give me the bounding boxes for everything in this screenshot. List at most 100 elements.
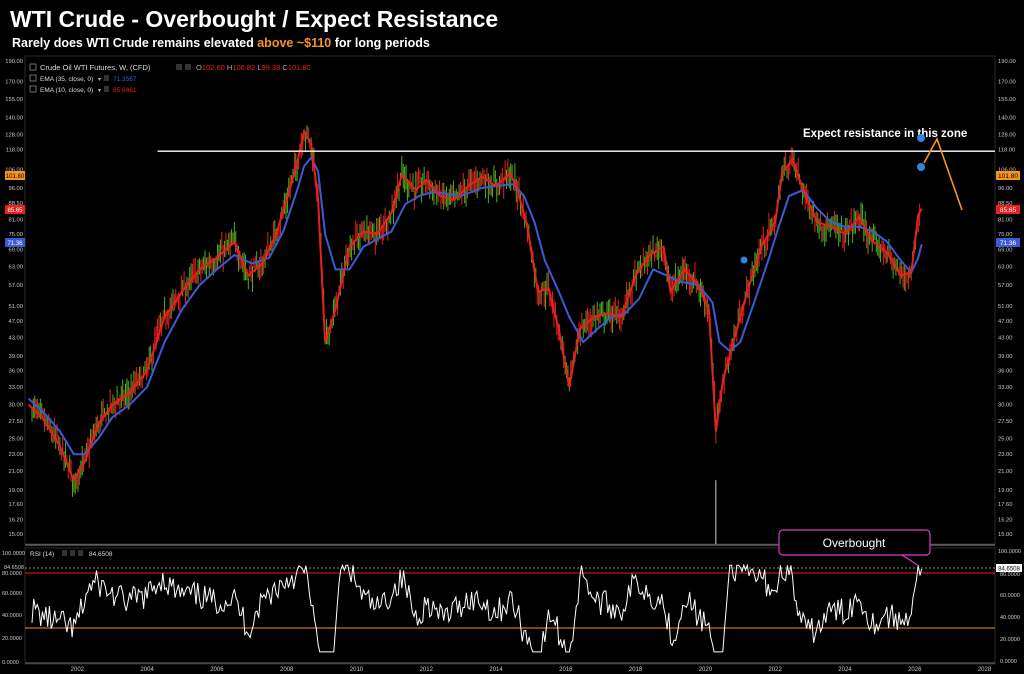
- y-tick-label: 15.00: [998, 532, 1013, 538]
- y-tick-label: 23.00: [998, 452, 1013, 458]
- y-tick-label: 51.00: [8, 304, 23, 310]
- y-tick-label: 75.00: [998, 232, 1013, 238]
- price-panel-border: [24, 55, 996, 545]
- resistance-arrow: [923, 137, 963, 211]
- rsi-tick-left-80: 80.0000: [2, 571, 22, 577]
- ohlc-value: 101.80: [288, 63, 311, 72]
- rsi-tick-right-100: 100.0000: [998, 549, 1021, 555]
- ema35-line: [27, 155, 923, 456]
- ema10-settings-button[interactable]: [104, 86, 109, 92]
- ema35-legend-label: EMA (35, close, 0): [40, 76, 93, 83]
- y-tick-label: 39.00: [8, 354, 23, 360]
- y-tick-label: 96.00: [8, 186, 23, 192]
- subtitle-tail: for long periods: [331, 36, 430, 50]
- y-tick-label: 23.00: [8, 452, 23, 458]
- y-tick-label: 21.00: [998, 469, 1013, 475]
- rsi-tick-left-20: 20.0000: [2, 636, 22, 642]
- y-tick-label: 19.00: [998, 488, 1013, 494]
- subtitle-text: Rarely does WTI Crude remains elevated: [12, 36, 258, 50]
- y-tick-label: 25.00: [8, 437, 23, 443]
- y-tick-label: 57.00: [8, 283, 23, 289]
- x-tick-label: 2012: [420, 667, 434, 673]
- resistance-annotation: Expect resistance in this zone: [803, 128, 967, 140]
- rsi-line: [31, 563, 923, 653]
- y-tick-label: 33.00: [998, 385, 1013, 391]
- y-tick-label: 63.00: [998, 264, 1013, 270]
- x-tick-label: 2016: [559, 667, 573, 673]
- legend-collapse-icon[interactable]: [29, 63, 37, 71]
- y-tick-label: 155.00: [5, 97, 23, 103]
- legend-button-1[interactable]: [176, 64, 182, 70]
- rsi-tick-left-0: 0.0000: [2, 660, 19, 666]
- ema10-badge: [996, 205, 1020, 214]
- ema10-legend-value: 85.6461: [113, 87, 137, 94]
- y-tick-label: 16.20: [998, 517, 1013, 523]
- ema35-badge-left: [5, 238, 25, 247]
- y-axis-right: 190.00 170.00 155.00 140.00 128.00 118.00 106.…: [998, 59, 1016, 538]
- y-tick-label: 69.00: [8, 248, 23, 254]
- y-tick-label: 30.00: [8, 403, 23, 409]
- y-tick-label: 39.00: [998, 354, 1013, 360]
- ohlc-key: L: [257, 63, 261, 72]
- rsi-legend-value: 84.6508: [89, 551, 113, 558]
- ohlc-value: 102.60: [202, 63, 227, 72]
- y-tick-label: 43.00: [8, 336, 23, 342]
- y-tick-label: 155.00: [998, 97, 1016, 103]
- rsi-tick-right-0: 0.0000: [1000, 659, 1017, 665]
- x-tick-label: 2024: [838, 667, 852, 673]
- rsi-last-badge-text: 84.6508: [998, 567, 1020, 573]
- y-tick-label: 128.00: [998, 132, 1016, 138]
- y-tick-label: 30.00: [998, 403, 1013, 409]
- overbought-pointer: [901, 554, 920, 567]
- y-tick-label: 63.00: [8, 264, 23, 270]
- ema35-visibility-icon[interactable]: [29, 74, 37, 82]
- y-tick-label: 81.00: [8, 218, 23, 224]
- rsi-tick-right-80: 80.0000: [1000, 572, 1020, 578]
- rsi-tick-right-60: 60.0000: [1000, 593, 1020, 599]
- rsi-panel: RSI (14) 84.6508 100.0000 84.6508 80.000…: [2, 549, 1022, 666]
- x-tick-label: 2022: [769, 667, 783, 673]
- ohlc-key: C: [282, 63, 288, 72]
- y-tick-label: 47.00: [998, 319, 1013, 325]
- y-tick-label: 17.60: [998, 502, 1013, 508]
- y-tick-label: 88.50: [8, 201, 23, 207]
- legend-button-2[interactable]: [185, 64, 191, 70]
- ema35-badge-left-text: 71.36: [7, 241, 23, 247]
- y-tick-label: 118.00: [6, 148, 23, 154]
- y-tick-label: 33.00: [8, 385, 23, 391]
- ema10-menu-icon[interactable]: ▾: [98, 87, 101, 94]
- rsi-button-2[interactable]: [70, 550, 75, 556]
- ohlc-key: H: [227, 63, 232, 72]
- rsi-legend-label: RSI (14): [30, 551, 54, 558]
- last-price-badge-text: 101.80: [998, 173, 1018, 180]
- y-tick-label: 15.00: [8, 532, 23, 538]
- signal-marker-3: [740, 256, 748, 264]
- signal-marker-1: [917, 134, 925, 142]
- y-tick-label: 36.00: [998, 369, 1013, 375]
- x-tick-label: 2028: [978, 667, 992, 673]
- rsi-last-badge: [996, 564, 1022, 572]
- last-price-badge: [996, 171, 1020, 180]
- y-tick-label: 75.00: [8, 232, 23, 238]
- y-tick-label: 140.00: [998, 116, 1016, 122]
- rsi-button-3[interactable]: [78, 550, 83, 556]
- x-tick-label: 2004: [140, 667, 154, 673]
- rsi-button-1[interactable]: [62, 550, 67, 556]
- rsi-tick-right-20: 20.0000: [1000, 637, 1020, 643]
- x-axis: 2002 2004 2006 2008 2010 2012 2014 2016 2018 2020…: [71, 667, 992, 673]
- x-tick-label: 2010: [350, 667, 364, 673]
- y-tick-label: 51.00: [998, 304, 1013, 310]
- chart-legend: Crude Oil WTI Futures, W, (CFD) O102.60 …: [29, 63, 311, 94]
- y-tick-label: 128.00: [5, 132, 23, 138]
- rsi-tick-left-last: 84.6508: [4, 565, 24, 571]
- ema10-visibility-icon[interactable]: [29, 85, 37, 93]
- ohlc-value: 106.82: [232, 63, 257, 72]
- ema35-legend-value: 71.3567: [113, 76, 137, 83]
- ema35-menu-icon[interactable]: ▾: [98, 76, 101, 83]
- y-tick-label: 106.00: [998, 168, 1016, 174]
- chart-title: WTI Crude - Overbought / Expect Resistan…: [10, 6, 499, 32]
- x-tick-label: 2008: [280, 667, 294, 673]
- ema35-settings-button[interactable]: [104, 75, 109, 81]
- x-tick-label: 2018: [629, 667, 643, 673]
